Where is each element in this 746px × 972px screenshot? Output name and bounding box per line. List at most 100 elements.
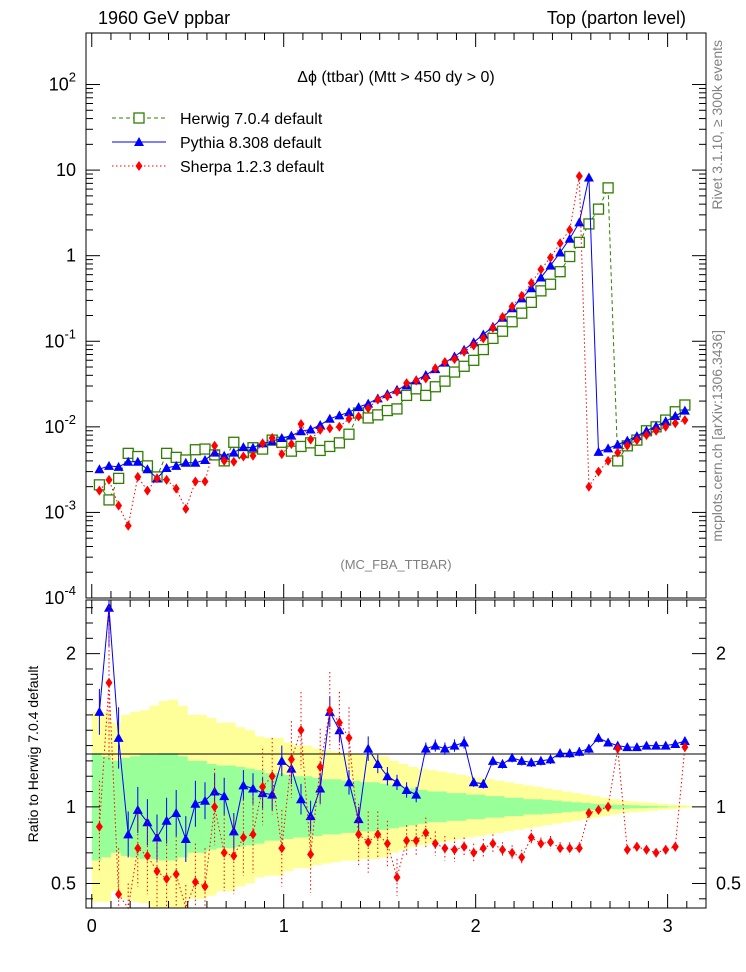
legend-entry: Herwig 7.0.4 default xyxy=(112,111,323,128)
data-point xyxy=(374,394,382,405)
ratio-point xyxy=(575,843,583,854)
legend-marker xyxy=(135,161,143,171)
data-point xyxy=(422,373,430,384)
ratio-point xyxy=(326,705,334,716)
legend-marker xyxy=(133,112,145,124)
ratio-point xyxy=(363,743,374,753)
data-point xyxy=(344,407,354,417)
ratio-point xyxy=(670,739,681,748)
data-point xyxy=(230,456,238,467)
data-point xyxy=(115,500,123,511)
series-sherpa xyxy=(95,171,689,531)
data-point xyxy=(566,224,574,235)
ratio-point xyxy=(412,835,420,846)
ratio-point xyxy=(537,838,545,849)
ratio-point xyxy=(163,873,171,884)
ratio-point xyxy=(403,835,411,846)
ratio-point xyxy=(172,869,180,880)
y-tick-label: 10-1 xyxy=(44,326,76,351)
ratio-point xyxy=(115,889,123,900)
lower-panel: 2 2 1 1 0.5 0.5 0 1 2 3 Ratio to Herwig 7.0.4 def… xyxy=(25,599,741,936)
x-tick-label: 3 xyxy=(663,916,673,936)
ratio-point xyxy=(643,844,650,855)
ratio-point xyxy=(345,732,353,743)
ratio-point xyxy=(355,829,363,840)
ratio-point xyxy=(239,832,247,843)
ratio-point xyxy=(411,789,422,799)
data-point xyxy=(451,354,458,365)
data-point xyxy=(499,312,506,322)
data-point xyxy=(189,444,202,456)
data-point xyxy=(105,474,113,485)
ratio-point xyxy=(134,843,142,854)
ratio-point xyxy=(382,771,393,781)
x-tick-label: 0 xyxy=(87,916,97,936)
ratio-point xyxy=(614,743,622,754)
data-point xyxy=(172,483,180,494)
ratio-point xyxy=(518,852,526,863)
analysis-tag: (MC_FBA_TTBAR) xyxy=(340,557,451,572)
data-point xyxy=(343,428,355,440)
x-tick-label: 1 xyxy=(279,916,289,936)
ratio-point xyxy=(297,725,305,736)
ratio-point xyxy=(631,742,642,752)
ratio-point xyxy=(316,762,324,772)
ratio-point xyxy=(441,843,449,854)
ratio-point xyxy=(276,755,287,765)
data-point xyxy=(583,172,594,182)
x-tick-label: 2 xyxy=(471,916,481,936)
ratio-point xyxy=(662,844,670,855)
data-point xyxy=(535,272,546,282)
ratio-point xyxy=(478,778,489,788)
ratio-point xyxy=(200,795,210,805)
data-point xyxy=(535,285,547,297)
data-point xyxy=(479,333,487,344)
ratio-axis-label: Ratio to Herwig 7.0.4 default xyxy=(25,666,41,843)
ratio-point xyxy=(623,844,631,855)
data-point xyxy=(287,439,295,449)
data-point xyxy=(460,346,468,357)
ratio-point xyxy=(526,757,537,767)
ratio-point xyxy=(278,843,286,854)
ratio-point xyxy=(545,754,556,764)
ratio-point xyxy=(422,827,430,838)
ratio-point xyxy=(420,743,431,753)
y-tick-label: 1 xyxy=(66,246,76,266)
data-point xyxy=(334,410,345,420)
y-tick-exponent: -3 xyxy=(64,497,76,512)
data-point xyxy=(362,412,374,424)
data-point xyxy=(679,405,690,415)
data-point xyxy=(278,449,286,460)
data-point xyxy=(190,457,201,467)
ratio-point xyxy=(508,847,516,858)
legend-entry: Sherpa 1.2.3 default xyxy=(112,159,325,176)
ratio-point xyxy=(574,746,585,756)
data-point xyxy=(296,426,306,436)
ratio-point xyxy=(449,740,460,750)
data-point xyxy=(544,278,557,290)
data-point xyxy=(259,438,267,449)
ratio-point xyxy=(499,844,506,855)
data-point xyxy=(381,404,394,417)
data-point xyxy=(574,217,585,227)
ratio-point xyxy=(113,732,124,742)
ratio-point xyxy=(305,811,316,821)
ratio-y-tick-label-right: 0.5 xyxy=(716,873,741,893)
data-point xyxy=(670,411,681,420)
data-point xyxy=(602,182,614,194)
legend-label: Herwig 7.0.4 default xyxy=(180,111,323,128)
data-point xyxy=(592,203,605,215)
data-point xyxy=(268,433,276,443)
data-point xyxy=(295,440,307,453)
series-line xyxy=(99,177,686,480)
ratio-point xyxy=(364,837,372,848)
data-point xyxy=(171,460,182,470)
upper-axis-ticks: 102 10 1 10-1 10-2 10-3 10-4 xyxy=(44,33,706,608)
ratio-uncertainty-bands xyxy=(91,699,695,908)
data-point xyxy=(441,357,449,367)
data-point xyxy=(651,421,662,431)
ratio-point xyxy=(191,877,199,887)
ratio-point xyxy=(660,740,671,750)
ratio-point xyxy=(679,736,690,745)
ratio-point xyxy=(487,755,498,765)
